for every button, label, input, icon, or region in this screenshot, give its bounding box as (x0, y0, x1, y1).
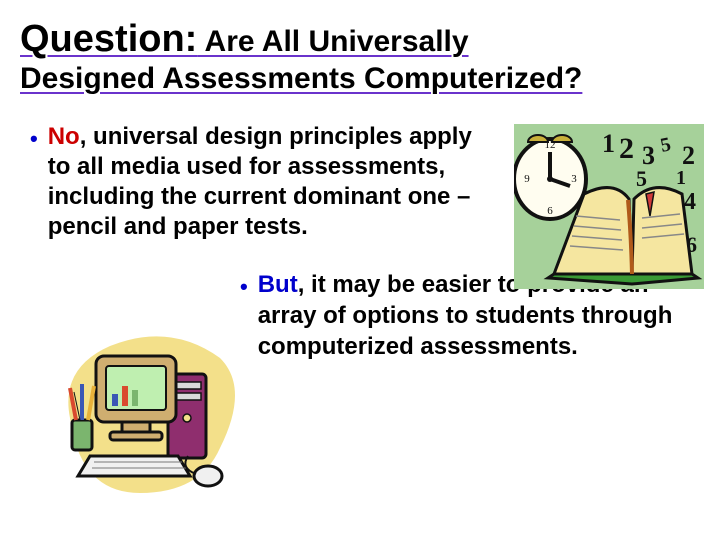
title-rest-line1: Are All Universally (197, 25, 468, 58)
svg-text:3: 3 (571, 173, 577, 185)
bullet-no-text: No, universal design principles apply to… (48, 122, 478, 242)
book-clock-svg-icon: 1 2 3 5 2 1 4 7 6 5 12 3 6 9 (514, 124, 704, 289)
svg-text:1: 1 (602, 129, 615, 158)
title-question-label: Question: (20, 18, 197, 60)
bullet-no-rest: , universal design principles apply to a… (48, 123, 472, 240)
slide-title: Question: Are All Universally Designed A… (0, 0, 720, 102)
clock-icon: 12 3 6 9 (514, 135, 586, 219)
svg-text:5: 5 (636, 166, 647, 191)
svg-text:2: 2 (619, 132, 634, 165)
svg-text:2: 2 (682, 141, 695, 170)
book-clock-numbers-illustration: 1 2 3 5 2 1 4 7 6 5 12 3 6 9 (514, 124, 704, 289)
computer-on-desk-illustration (60, 328, 235, 498)
bullet-marker: • (30, 126, 38, 152)
svg-text:9: 9 (524, 173, 530, 185)
svg-text:4: 4 (684, 189, 696, 215)
keyboard-icon (78, 456, 190, 476)
title-line2: Designed Assessments Computerized? (20, 62, 582, 95)
svg-text:1: 1 (676, 167, 686, 189)
bullet-no-lead: No (48, 123, 80, 150)
computer-svg-icon (60, 328, 235, 498)
bullet-marker: • (240, 274, 248, 300)
svg-text:6: 6 (547, 205, 553, 217)
bullet-but-lead: But (258, 271, 298, 298)
